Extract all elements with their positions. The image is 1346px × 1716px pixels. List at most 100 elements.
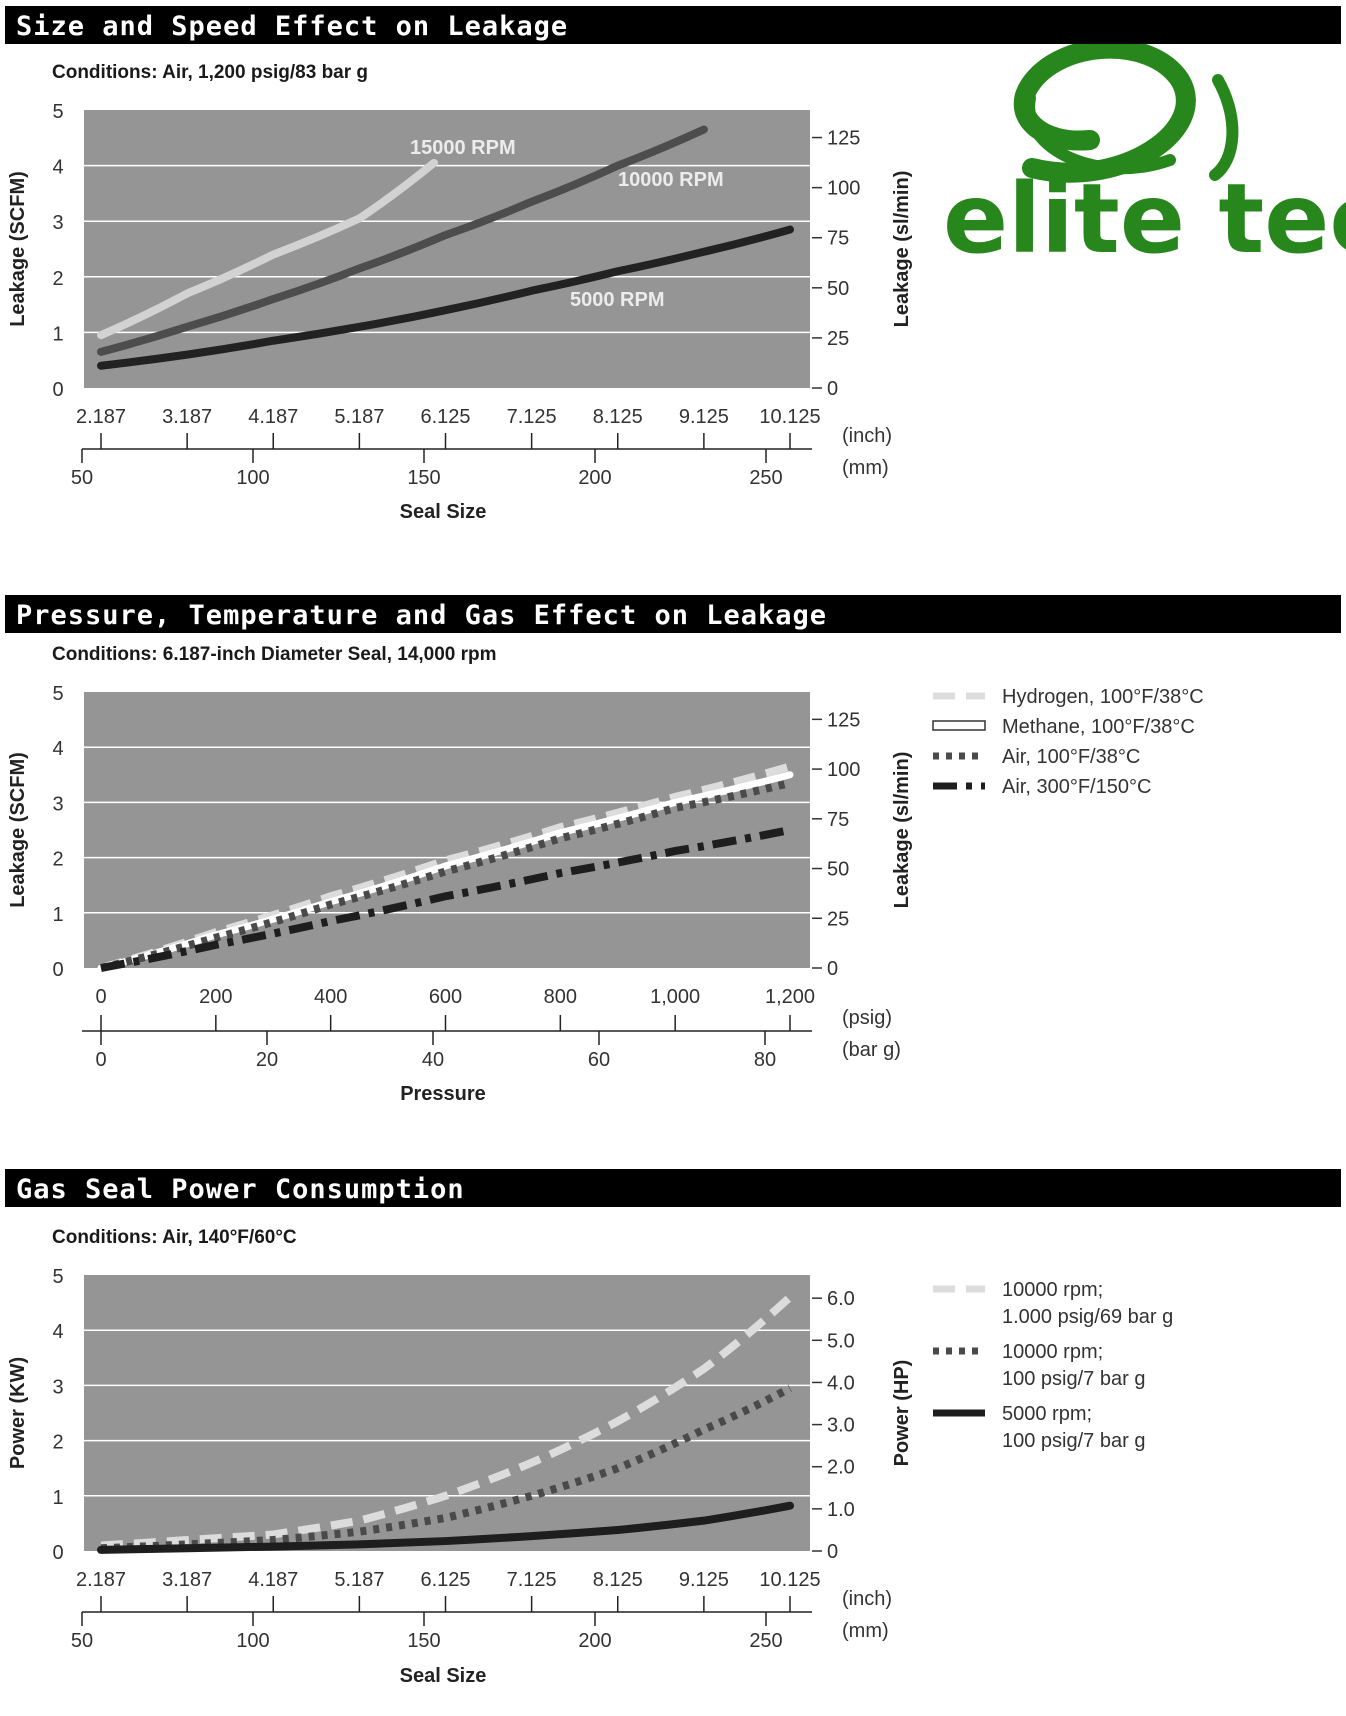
y-right-tick-label: 0 <box>827 1541 838 1563</box>
x-unit-secondary: (bar g) <box>842 1039 901 1061</box>
x-tick-label: 4.187 <box>248 406 298 428</box>
x-unit-secondary: (mm) <box>842 457 889 479</box>
x-unit-primary: (inch) <box>842 425 892 447</box>
x-axis-title: Seal Size <box>400 1665 487 1687</box>
x-tick-label: 6.125 <box>420 1569 470 1591</box>
y-tick-label: 1 <box>52 323 63 345</box>
x-tick-label: 2.187 <box>76 1569 126 1591</box>
legend-label: Air, 300°F/150°C <box>1002 776 1151 798</box>
y-right-tick-label: 4.0 <box>827 1372 855 1394</box>
x-unit-primary: (inch) <box>842 1588 892 1610</box>
x-unit-secondary: (mm) <box>842 1620 889 1642</box>
x-tick-label: 9.125 <box>679 1569 729 1591</box>
swirl-e-icon <box>1013 38 1239 183</box>
y-right-tick-label: 3.0 <box>827 1415 855 1437</box>
series-label: 15000 RPM <box>410 137 516 159</box>
x-secondary-tick-label: 0 <box>95 1049 106 1071</box>
y-axis-title: Leakage (SCFM) <box>7 752 29 908</box>
chart-conditions: Conditions: 6.187-inch Diameter Seal, 14… <box>52 644 497 665</box>
y-right-axis-title: Leakage (sl/min) <box>891 171 913 328</box>
series-line <box>100 779 791 972</box>
x-secondary-tick-label: 50 <box>71 1630 93 1652</box>
y-tick-label: 4 <box>52 738 63 760</box>
series-line <box>97 158 439 340</box>
section-header-title: Pressure, Temperature and Gas Effect on … <box>16 600 827 631</box>
x-tick-label: 9.125 <box>679 406 729 428</box>
x-tick-label: 1,000 <box>650 986 700 1008</box>
x-tick-label: 3.187 <box>162 1569 212 1591</box>
y-tick-label: 1 <box>52 1487 63 1509</box>
x-tick-label: 600 <box>429 986 462 1008</box>
x-secondary-tick-label: 250 <box>749 1630 782 1652</box>
y-right-tick-label: 5.0 <box>827 1330 855 1352</box>
y-axis-title: Power (KW) <box>7 1357 29 1469</box>
legend-swatch <box>932 720 986 731</box>
elite-tech-logo: elite tech <box>943 38 1346 275</box>
series-label: 5000 RPM <box>570 289 665 311</box>
series-line <box>97 225 794 370</box>
y-tick-label: 0 <box>52 379 63 401</box>
chart-conditions: Conditions: Air, 140°F/60°C <box>52 1227 297 1248</box>
y-right-tick-label: 1.0 <box>827 1499 855 1521</box>
x-secondary-tick-label: 250 <box>749 467 782 489</box>
x-secondary-tick-label: 20 <box>256 1049 278 1071</box>
legend-label-line2: 100 psig/7 bar g <box>1002 1368 1145 1390</box>
y-tick-label: 2 <box>52 1432 63 1454</box>
legend-label-line1: 10000 rpm; <box>1002 1341 1103 1363</box>
y-right-tick-label: 75 <box>827 228 849 250</box>
chart-3: Gas Seal Power Consumption Conditions: Ai… <box>5 1169 1341 1687</box>
plot-area <box>84 692 810 968</box>
chart-conditions: Conditions: Air, 1,200 psig/83 bar g <box>52 62 368 83</box>
x-tick-label: 3.187 <box>162 406 212 428</box>
y-right-tick-label: 75 <box>827 809 849 831</box>
legend-label: Methane, 100°F/38°C <box>1002 716 1195 738</box>
y-right-axis-title: Leakage (sl/min) <box>891 752 913 909</box>
x-tick-label: 10.125 <box>759 1569 820 1591</box>
section-header-bar <box>5 595 1341 633</box>
x-tick-label: 200 <box>199 986 232 1008</box>
y-tick-label: 3 <box>52 1376 63 1398</box>
section-header-bar <box>5 6 1341 44</box>
x-secondary-tick-label: 40 <box>422 1049 444 1071</box>
y-right-tick-label: 100 <box>827 759 860 781</box>
y-tick-label: 0 <box>52 1542 63 1564</box>
section-header-title: Size and Speed Effect on Leakage <box>16 11 568 42</box>
series-line <box>97 125 708 356</box>
x-axis-title: Pressure <box>400 1083 486 1105</box>
series-line <box>100 1294 793 1550</box>
x-tick-label: 7.125 <box>507 406 557 428</box>
x-tick-label: 400 <box>314 986 347 1008</box>
series-line <box>97 1501 794 1554</box>
y-right-tick-label: 0 <box>827 958 838 980</box>
y-tick-label: 3 <box>52 212 63 234</box>
x-secondary-tick-label: 100 <box>236 1630 269 1652</box>
y-tick-label: 0 <box>52 959 63 981</box>
plot-area <box>84 110 810 388</box>
x-secondary-tick-label: 50 <box>71 467 93 489</box>
legend-label-line2: 100 psig/7 bar g <box>1002 1430 1145 1452</box>
x-tick-label: 2.187 <box>76 406 126 428</box>
y-tick-label: 2 <box>52 268 63 290</box>
x-axis-title: Seal Size <box>400 501 487 523</box>
y-right-tick-label: 0 <box>827 378 838 400</box>
x-secondary-tick-label: 200 <box>578 467 611 489</box>
y-tick-label: 3 <box>52 793 63 815</box>
chart-2: Pressure, Temperature and Gas Effect on … <box>5 595 1341 1105</box>
x-secondary-tick-label: 80 <box>754 1049 776 1071</box>
y-right-tick-label: 100 <box>827 178 860 200</box>
x-secondary-tick-label: 60 <box>588 1049 610 1071</box>
x-tick-label: 10.125 <box>759 406 820 428</box>
x-secondary-tick-label: 150 <box>407 1630 440 1652</box>
y-tick-label: 4 <box>52 157 63 179</box>
y-right-tick-label: 6.0 <box>827 1288 855 1310</box>
series-label: 10000 RPM <box>618 169 724 191</box>
x-tick-label: 7.125 <box>507 1569 557 1591</box>
y-right-tick-label: 50 <box>827 278 849 300</box>
y-right-tick-label: 50 <box>827 859 849 881</box>
legend-label-line1: 10000 rpm; <box>1002 1279 1103 1301</box>
series-line <box>100 826 791 972</box>
legend-label: Hydrogen, 100°F/38°C <box>1002 686 1204 708</box>
legend-label-line2: 1.000 psig/69 bar g <box>1002 1306 1173 1328</box>
